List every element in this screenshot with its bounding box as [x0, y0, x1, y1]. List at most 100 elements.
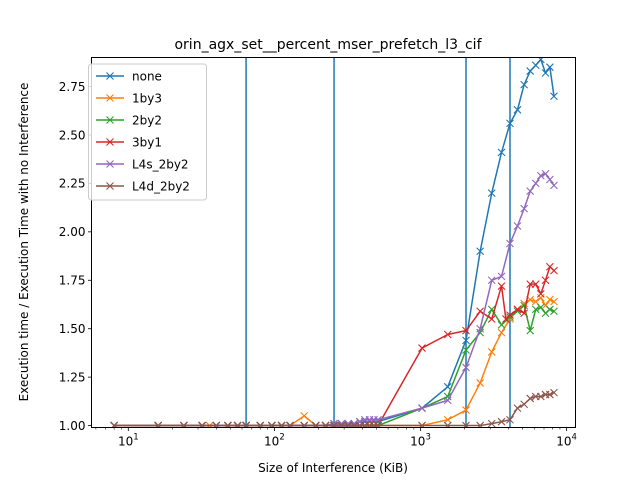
data-point-L4s_2by2-36	[541, 169, 550, 178]
legend-marker-3by1	[106, 138, 114, 146]
data-point-L4s_2by2-19	[355, 417, 364, 426]
legend-label-1by3: 1by3	[132, 91, 162, 105]
legend-label-2by2: 2by2	[132, 113, 162, 127]
data-point-L4d_2by2-24	[418, 421, 426, 428]
data-point-L4d_2by2-3	[198, 421, 206, 428]
x-tick-label: 103	[410, 433, 431, 449]
data-point-L4d_2by2-4	[212, 421, 221, 428]
data-point-none-30	[506, 119, 514, 128]
data-point-L4d_2by2-5	[223, 421, 232, 428]
x-tick-label: 102	[264, 433, 285, 449]
data-point-1by3-39	[550, 297, 558, 306]
data-point-L4d_2by2-14	[321, 421, 330, 428]
data-point-2by2-35	[536, 303, 545, 312]
data-point-L4s_2by2-33	[526, 187, 535, 196]
data-point-L4d_2by2-2	[179, 421, 188, 428]
data-point-1by3-27	[462, 406, 470, 414]
data-point-L4s_2by2-30	[506, 239, 514, 248]
legend-label-L4s_2by2: L4s_2by2	[132, 157, 189, 171]
data-point-L4s_2by2-26	[462, 363, 470, 372]
data-point-1by3-29	[487, 348, 496, 356]
data-point-L4d_2by2-9	[267, 421, 276, 428]
data-point-L4d_2by2-10	[277, 421, 286, 428]
data-point-L4d_2by2-7	[242, 421, 250, 428]
data-point-L4s_2by2-29	[497, 272, 506, 281]
data-point-L4d_2by2-26	[462, 421, 470, 428]
y-axis-label: Execution time / Execution Time with no …	[17, 83, 31, 402]
data-point-3by1-35	[531, 280, 540, 289]
x-axis-label: Size of Interference (KiB)	[258, 461, 408, 475]
data-point-3by1-25	[443, 330, 452, 339]
data-point-3by1-27	[476, 307, 485, 316]
y-tick-label: 1.75	[59, 274, 86, 288]
data-point-3by1-24	[418, 344, 426, 352]
data-point-L4s_2by2-31	[513, 222, 522, 230]
plot-frame	[91, 57, 576, 428]
data-point-L4d_2by2-15	[330, 421, 338, 428]
data-point-L4s_2by2-25	[443, 396, 452, 405]
legend-label-L4d_2by2: L4d_2by2	[132, 179, 190, 193]
legend: none 1by3 2by2 3by1 L4s_2by2 L4d_2by2	[88, 63, 207, 201]
data-point-L4s_2by2-24	[418, 404, 426, 413]
data-point-L4d_2by2-27	[476, 421, 485, 428]
data-point-L4d_2by2-17	[344, 421, 353, 428]
data-point-1by3-38	[545, 295, 554, 304]
legend-marker-L4d_2by2	[106, 182, 114, 190]
data-point-L4d_2by2-11	[286, 421, 294, 428]
y-tick-label: 2.50	[59, 128, 86, 142]
data-point-L4d_2by2-25	[443, 421, 452, 428]
x-tick-label: 101	[118, 433, 139, 449]
data-point-none-26	[462, 336, 470, 345]
data-point-1by3-28	[476, 379, 485, 387]
data-point-3by1-39	[550, 266, 558, 275]
y-tick-label: 1.00	[59, 419, 86, 433]
data-point-2by2-26	[462, 346, 470, 354]
data-point-3by1-28	[487, 315, 496, 323]
data-point-2by2-25	[443, 392, 452, 401]
legend-marker-2by2	[106, 116, 114, 124]
plot-area	[110, 57, 558, 428]
legend-marker-1by3	[106, 94, 114, 102]
data-point-L4d_2by2-18	[350, 421, 359, 428]
legend-item-none: none	[96, 69, 162, 83]
data-point-L4d_2by2-6	[233, 421, 242, 428]
data-point-none-37	[545, 63, 554, 72]
data-point-none-38	[550, 92, 558, 101]
data-point-L4d_2by2-31	[513, 404, 522, 413]
data-point-L4d_2by2-37	[545, 390, 554, 399]
data-point-2by2-33	[526, 326, 535, 335]
data-point-L4d_2by2-1	[154, 421, 163, 428]
data-point-1by3-26	[443, 415, 452, 424]
series-L4d_2by2	[110, 388, 558, 428]
data-point-3by1-33	[520, 309, 529, 318]
legend-item-2by2: 2by2	[96, 113, 162, 127]
data-point-L4s_2by2-34	[531, 179, 540, 188]
data-point-3by1-34	[526, 280, 535, 289]
legend-marker-none	[106, 72, 114, 80]
y-tick-label: 2.75	[59, 80, 86, 94]
data-point-L4d_2by2-38	[550, 388, 558, 397]
data-point-2by2-29	[497, 320, 506, 329]
data-point-none-27	[476, 247, 485, 256]
data-point-L4d_2by2-0	[110, 421, 119, 428]
y-tick-label: 1.25	[59, 370, 86, 384]
data-point-L4d_2by2-29	[497, 417, 506, 426]
legend-marker-L4s_2by2	[106, 160, 114, 168]
data-point-2by2-31	[513, 307, 522, 316]
y-tick-label: 2.00	[59, 225, 86, 239]
data-point-L4s_2by2-32	[520, 204, 529, 213]
data-point-none-35	[536, 57, 545, 64]
data-point-L4d_2by2-28	[487, 419, 496, 428]
y-tick-label: 1.50	[59, 322, 86, 336]
data-point-2by2-37	[545, 305, 554, 314]
data-point-3by1-36	[536, 289, 545, 298]
data-point-L4d_2by2-8	[256, 421, 265, 428]
data-point-none-36	[541, 69, 550, 77]
data-point-2by2-34	[531, 305, 540, 314]
data-point-L4s_2by2-38	[550, 181, 558, 190]
data-point-none-32	[520, 80, 529, 89]
data-point-L4s_2by2-37	[545, 175, 554, 184]
data-point-L4d_2by2-16	[337, 421, 346, 428]
legend-label-3by1: 3by1	[132, 135, 162, 149]
